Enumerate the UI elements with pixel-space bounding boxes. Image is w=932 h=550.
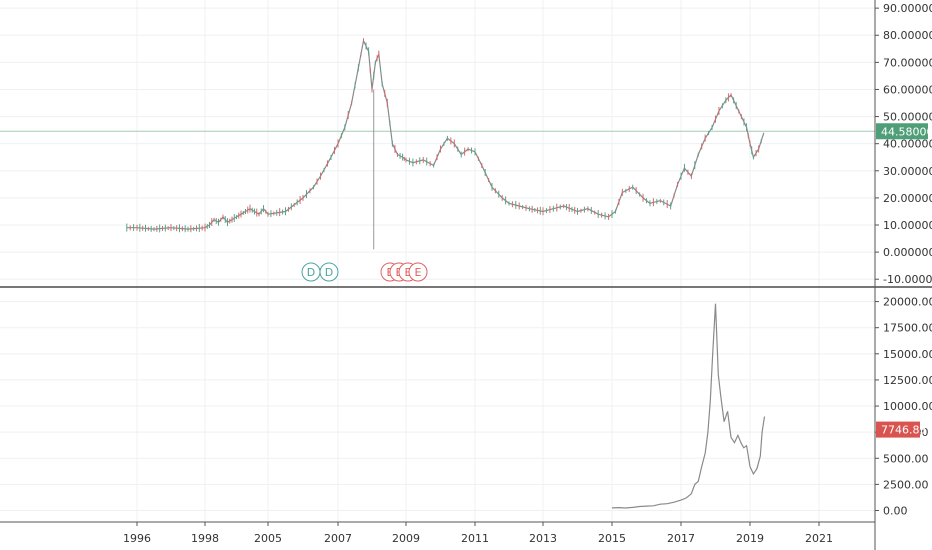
y-tick-label: 30.000000 [883,165,932,178]
y-tick-label: -10.000000 [883,273,932,286]
x-tick-label: 2009 [392,532,420,545]
y-tick-label: 20000.00 [883,296,932,309]
bottom-price-pane[interactable]: 20000.00 17500.00 15000.00 12500.00 10000.00… [611,296,932,518]
y-tick-label: 15000.00 [883,348,932,361]
event-marker-label: E [415,266,422,279]
x-tick-label: 2019 [736,532,764,545]
event-marker[interactable]: D [319,262,339,282]
y-tick-label: 20.000000 [883,192,932,205]
y-tick-label: 0.00 [883,505,908,518]
x-axis: 1996 1998 2005 2007 2009 2011 2013 2015 2017 2019… [123,522,833,545]
x-tick-label: 2007 [324,532,352,545]
y-tick-label: 0.000000 [883,246,932,259]
grid-lines [0,0,875,522]
y-tick-label: 50.000000 [883,111,932,124]
bottom-current-price-label: 7746.83 [881,424,927,437]
y-tick-label: 40.000000 [883,138,932,151]
y-tick-label: 12500.00 [883,374,932,387]
x-tick-label: 1998 [191,532,219,545]
bottom-y-axis: 20000.00 17500.00 15000.00 12500.00 10000.00… [875,296,932,518]
event-markers[interactable]: DDEEEE [301,262,428,282]
event-marker-circle[interactable] [319,262,339,282]
top-current-price-label: 44.580000 [881,125,932,138]
event-marker[interactable]: E [408,262,428,282]
event-marker-circle[interactable] [408,262,428,282]
x-tick-label: 2015 [598,532,626,545]
x-tick-label: 2011 [461,532,489,545]
y-tick-label: 90.000000 [883,2,932,15]
top-price-series[interactable] [126,38,765,230]
bottom-current-price-tag: 7746.83 [876,421,927,438]
x-tick-label: 2017 [667,532,695,545]
y-tick-label: 5000.00 [883,452,929,465]
event-marker-label: E [405,266,412,279]
bottom-price-series[interactable] [611,303,766,509]
x-tick-label: 2021 [805,532,833,545]
event-marker[interactable]: D [301,262,321,282]
y-tick-label: 70.000000 [883,56,932,69]
bottom-current-price-badge [876,421,920,438]
top-current-price-badge [876,123,928,140]
top-price-pane[interactable]: 90.000000 80.000000 70.000000 60.000000 50.0… [0,2,932,286]
top-current-price-tag: 44.580000 [876,123,932,140]
top-y-axis: 90.000000 80.000000 70.000000 60.000000 50.0… [875,2,932,286]
y-tick-label: 2500.00 [883,478,929,491]
x-tick-label: 1996 [123,532,151,545]
y-tick-label: 10000.00 [883,400,932,413]
x-tick-label: 2013 [529,532,557,545]
event-marker-label: D [325,266,333,279]
y-tick-label: 17500.00 [883,322,932,335]
y-tick-label: 80.000000 [883,29,932,42]
y-tick-label: 60.000000 [883,83,932,96]
top-candle-group [126,38,762,250]
event-marker-label: D [307,266,315,279]
x-tick-label: 2005 [254,532,282,545]
y-tick-label: 10.000000 [883,219,932,232]
